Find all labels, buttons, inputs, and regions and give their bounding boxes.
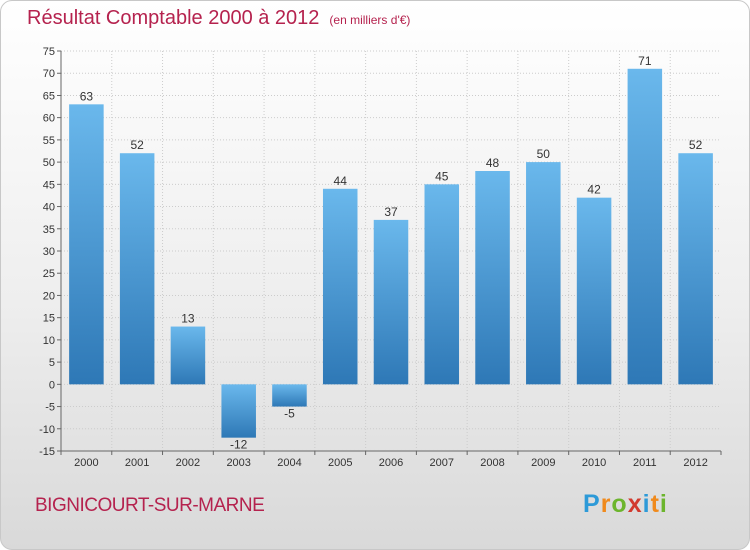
y-tick-label: 60 [43, 113, 55, 125]
bar [221, 384, 256, 438]
y-tick-label: 55 [43, 135, 55, 147]
y-tick-label: 75 [43, 46, 55, 58]
bar [272, 384, 307, 407]
bar [424, 184, 460, 385]
bar [576, 197, 612, 385]
bar [373, 219, 409, 385]
value-label: 52 [130, 138, 144, 152]
bar [526, 162, 561, 385]
value-label: 52 [689, 138, 703, 152]
logo-letter: P [583, 490, 601, 518]
x-tick-label: 2012 [683, 457, 707, 469]
x-tick-label: 2008 [480, 457, 504, 469]
bar [475, 171, 510, 385]
x-tick-label: 2001 [125, 457, 149, 469]
x-tick-label: 2000 [74, 457, 98, 469]
x-tick-label: 2005 [328, 457, 352, 469]
x-tick-label: 2007 [430, 457, 454, 469]
y-tick-label: 50 [43, 157, 55, 169]
chart-title: Résultat Comptable 2000 à 2012 [27, 7, 320, 29]
value-labels: 63 52 13 -12 -5 44 37 45 48 50 42 71 52 [80, 54, 703, 452]
x-tick-label: 2003 [226, 457, 250, 469]
y-tick-label: -10 [39, 424, 55, 436]
x-tick-label: 2002 [176, 457, 200, 469]
y-tick-label: 5 [49, 357, 55, 369]
proxiti-logo: Proxiti [583, 490, 668, 519]
value-label: 45 [435, 169, 449, 183]
logo-letter: t [650, 490, 660, 518]
value-label: -12 [230, 438, 248, 452]
logo-letter: i [642, 490, 651, 518]
value-label: 44 [334, 174, 348, 188]
value-label: 37 [384, 205, 398, 219]
bar [322, 188, 358, 385]
value-label: -5 [284, 407, 295, 421]
bar [119, 153, 155, 385]
x-tick-label: 2004 [277, 457, 301, 469]
x-tick-label: 2006 [379, 457, 403, 469]
y-tick-label: 0 [49, 379, 55, 391]
y-tick-label: 25 [43, 268, 55, 280]
x-tick-label: 2011 [633, 457, 657, 469]
bars [69, 68, 713, 438]
y-tick-label: -15 [39, 446, 55, 458]
y-tick-label: -5 [45, 402, 55, 414]
value-label: 50 [537, 147, 551, 161]
y-tick-label: 45 [43, 179, 55, 191]
unit-label: (en milliers d'€) [329, 13, 411, 27]
grid-lines [61, 50, 721, 452]
bar [69, 104, 104, 385]
bar [627, 68, 663, 385]
logo-letter: r [600, 490, 612, 518]
y-tick-label: 65 [43, 90, 55, 102]
bar [678, 153, 713, 385]
bar [170, 326, 206, 385]
x-tick-label: 2009 [531, 457, 555, 469]
chart-header: Résultat Comptable 2000 à 2012 (en millie… [27, 7, 410, 30]
logo-letter: o [611, 490, 628, 518]
y-tick-label: 35 [43, 224, 55, 236]
y-tick-label: 15 [43, 313, 55, 325]
value-label: 48 [486, 156, 500, 170]
commune-name: BIGNICOURT-SUR-MARNE [35, 495, 265, 516]
value-label: 71 [638, 54, 652, 68]
value-label: 63 [80, 89, 94, 103]
axes: 757065605550454035302520151050-5-10-1520… [39, 46, 722, 469]
y-tick-label: 10 [43, 335, 55, 347]
logo-letter: x [627, 490, 643, 518]
y-tick-label: 70 [43, 68, 55, 80]
value-label: 13 [181, 312, 195, 326]
y-tick-label: 20 [43, 290, 55, 302]
logo-letter: i [659, 490, 668, 518]
x-tick-label: 2010 [582, 457, 606, 469]
value-label: 42 [587, 183, 601, 197]
y-tick-label: 40 [43, 202, 55, 214]
y-tick-label: 30 [43, 246, 55, 258]
